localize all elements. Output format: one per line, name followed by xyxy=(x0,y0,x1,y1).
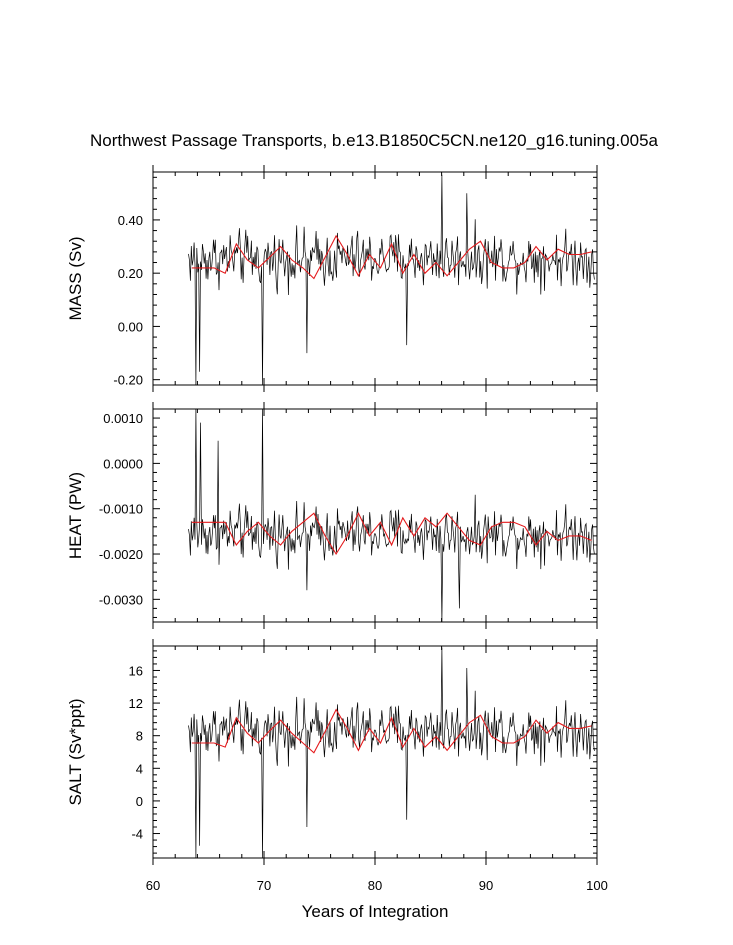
x-tick-label: 70 xyxy=(257,878,271,893)
heat-y-tick-label: -0.0020 xyxy=(99,547,143,562)
salt-y-axis-label: SALT (Sv*ppt) xyxy=(66,698,85,805)
heat-y-tick-label: 0.0000 xyxy=(103,456,143,471)
salt-panel: -4 0 4 8 12 16 SALT (Sv*ppt) xyxy=(66,639,598,865)
salt-y-tick-label: 0 xyxy=(136,794,143,809)
heat-y-tick-label: 0.0010 xyxy=(103,411,143,426)
salt-y-tick-label: 4 xyxy=(136,761,143,776)
x-axis-label: Years of Integration xyxy=(302,902,449,921)
salt-y-tick-label: 8 xyxy=(136,729,143,744)
heat-monthly-line xyxy=(188,409,595,622)
mass-y-tick-label: 0.40 xyxy=(118,213,143,228)
x-tick-label: 90 xyxy=(479,878,493,893)
x-tick-label: 100 xyxy=(586,878,608,893)
salt-y-tick-label: 16 xyxy=(129,663,143,678)
salt-y-tick-label: 12 xyxy=(129,696,143,711)
heat-annual-line xyxy=(191,511,592,556)
chart-title: Northwest Passage Transports, b.e13.B185… xyxy=(90,131,659,150)
heat-y-tick-label: -0.0010 xyxy=(99,502,143,517)
mass-panel: -0.20 0.00 0.20 0.40 MASS (Sv) xyxy=(66,165,598,392)
heat-y-tick-label: -0.0030 xyxy=(99,592,143,607)
mass-monthly-line xyxy=(188,174,595,385)
mass-y-tick-label: 0.00 xyxy=(118,319,143,334)
heat-frame xyxy=(152,408,598,623)
heat-y-axis-label: HEAT (PW) xyxy=(66,472,85,559)
salt-y-tick-label: -4 xyxy=(131,827,143,842)
heat-panel: -0.0030 -0.0020 -0.0010 0.0000 0.0010 HEAT (P… xyxy=(66,402,598,629)
salt-monthly-line xyxy=(188,647,595,858)
salt-annual-line xyxy=(191,708,592,754)
mass-annual-line xyxy=(191,234,592,280)
x-tick-label: 80 xyxy=(368,878,382,893)
x-tick-label: 60 xyxy=(146,878,160,893)
mass-y-tick-label: 0.20 xyxy=(118,266,143,281)
mass-y-axis-label: MASS (Sv) xyxy=(66,236,85,320)
mass-y-tick-label: -0.20 xyxy=(113,373,143,388)
